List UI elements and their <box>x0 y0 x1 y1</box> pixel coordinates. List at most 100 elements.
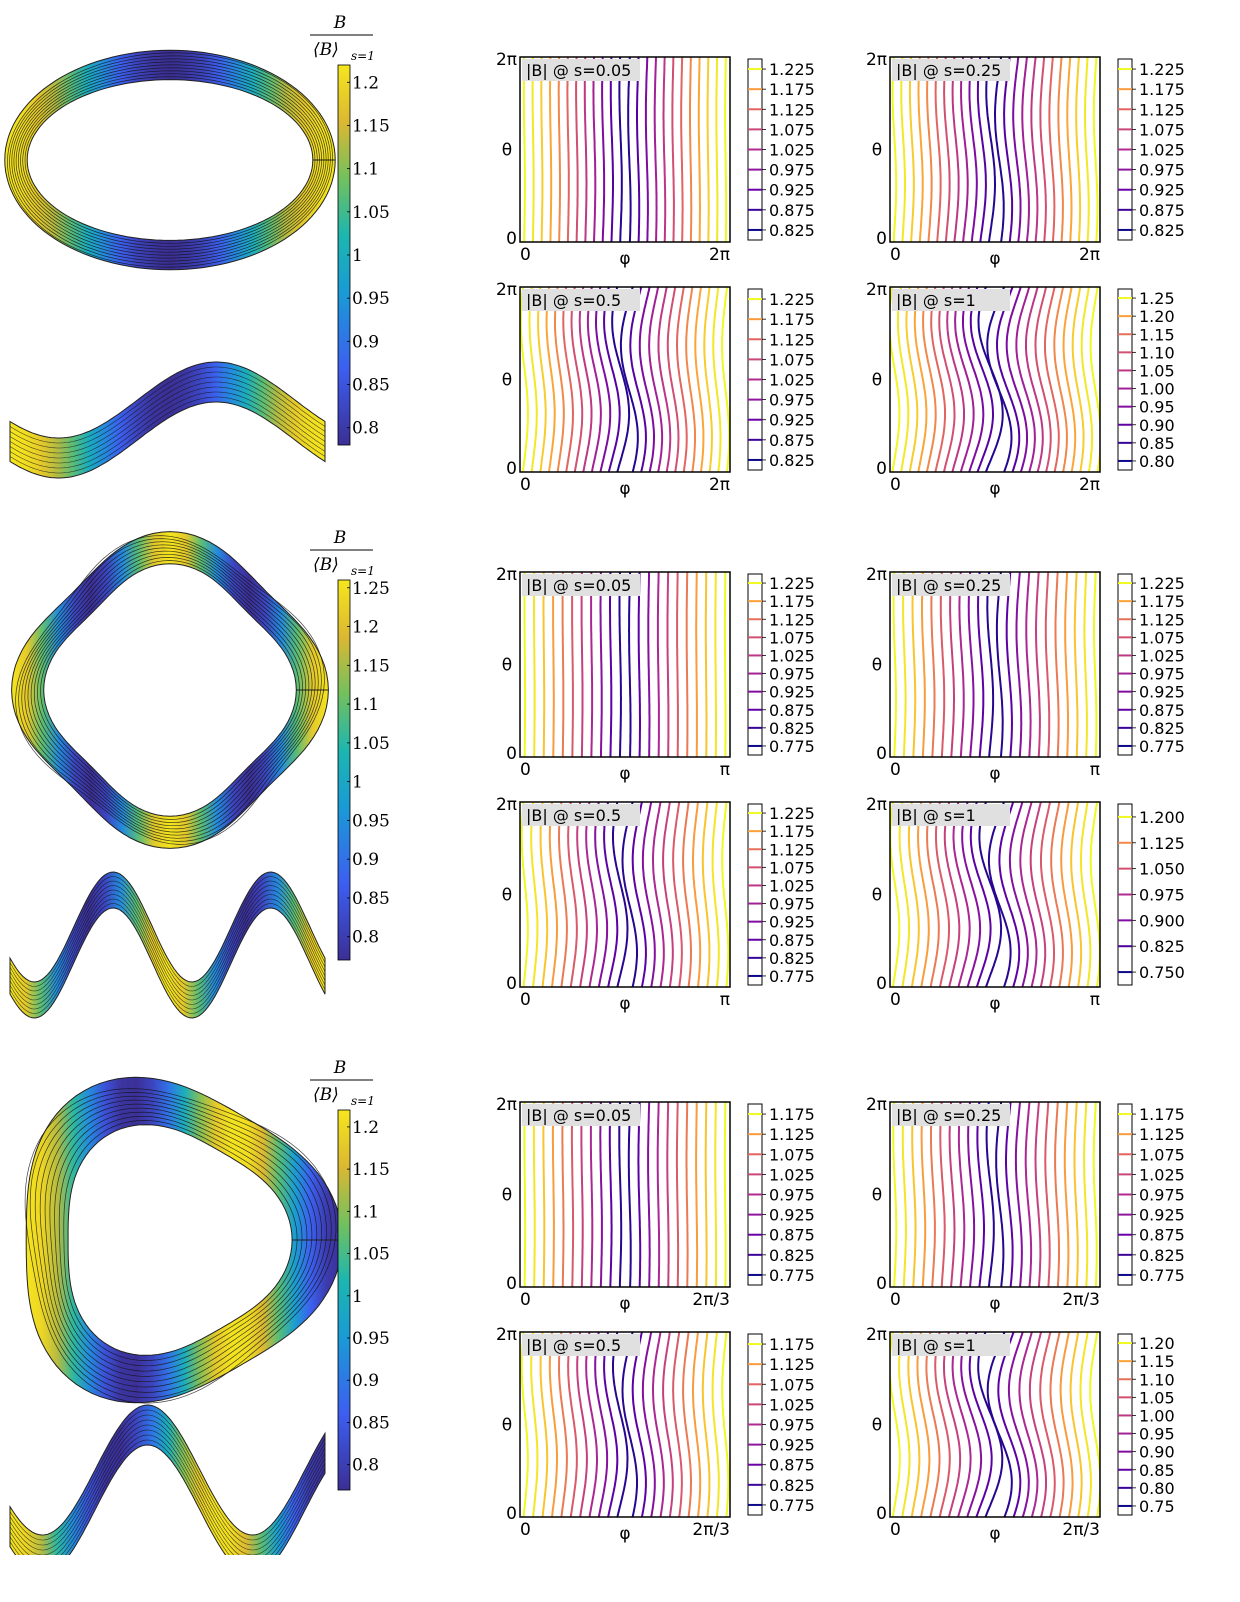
colorbar-tick-label: 1.05 <box>352 1245 390 1265</box>
contour-line <box>701 802 711 987</box>
contour-line <box>666 1102 670 1287</box>
legend-level-label: 1.025 <box>1139 646 1185 665</box>
x-axis-label: φ <box>619 1294 630 1314</box>
panel-title-box <box>892 804 1010 826</box>
legend-level-label: 1.175 <box>769 592 815 611</box>
contour-line <box>695 572 698 757</box>
colorbar-tick-label: 1.1 <box>352 160 379 180</box>
contour-line <box>922 287 937 472</box>
contour-line <box>637 1102 642 1287</box>
legend-level-label: 1.00 <box>1139 1406 1175 1425</box>
contour-line <box>567 802 578 987</box>
x-axis-label: φ <box>619 1524 630 1544</box>
legend-level-label: 1.050 <box>1139 860 1185 879</box>
contour-line <box>603 287 621 472</box>
panel-title: |B| @ s=1 <box>896 806 976 825</box>
contour-line <box>998 802 1021 987</box>
x-axis-label: φ <box>619 994 630 1014</box>
legend-level-label: 1.225 <box>769 574 815 593</box>
colorbar-tick-label: 1.15 <box>352 1160 390 1180</box>
x-axis-label: φ <box>989 994 1000 1014</box>
contour-line <box>987 802 1012 987</box>
contour-line <box>641 1332 656 1517</box>
contour-panel: |B| @ s=0.25 2π 0 θ 0 2π/3 φ 1.1751.1251.0751.0… <box>866 1095 1185 1314</box>
field-line <box>34 1095 327 1393</box>
contour-line <box>951 57 960 242</box>
contour-line <box>648 287 664 472</box>
contour-line <box>996 287 1021 472</box>
colorbar-tick-label: 1.15 <box>352 116 390 136</box>
legend-level-label: 0.975 <box>769 391 815 410</box>
contour-line <box>595 287 612 472</box>
contour-line <box>1034 1102 1042 1287</box>
contour-line <box>558 1332 568 1517</box>
panel-title: |B| @ s=0.05 <box>526 576 631 595</box>
field-line <box>9 386 326 464</box>
contour-line <box>627 1102 632 1287</box>
contour-line <box>548 802 558 987</box>
contour-line <box>666 572 670 757</box>
legend-level-label: 1.025 <box>1139 1165 1185 1184</box>
legend-level-label: 1.125 <box>769 330 815 349</box>
colorbar-tick-label: 0.9 <box>352 850 379 870</box>
contour-panel: |B| @ s=0.5 2π 0 θ 0 2π/3 φ 1.1751.1251.0751.02… <box>496 1325 815 1544</box>
legend-level-label: 0.925 <box>769 411 815 430</box>
contour-line <box>948 1102 956 1287</box>
contour-line <box>1024 1102 1033 1287</box>
contour-line <box>531 57 535 242</box>
contour-line <box>672 802 683 987</box>
legend-level-label: 1.20 <box>1139 307 1175 326</box>
surface-side-view <box>9 871 326 1019</box>
contour-line <box>1025 572 1032 757</box>
legend-level-label: 1.075 <box>769 120 815 139</box>
x-tick-label: 0 <box>520 1520 531 1540</box>
x-tick-label: 0 <box>890 475 901 495</box>
x-tick-label: π <box>1090 990 1100 1010</box>
x-tick-label: 2π <box>1079 245 1100 265</box>
contour-line <box>530 802 539 987</box>
contour-line <box>545 287 556 472</box>
legend-level-label: 0.975 <box>769 1416 815 1435</box>
contour-line <box>978 802 1003 987</box>
contour-line <box>711 802 720 987</box>
x-tick-label: 0 <box>890 1290 901 1310</box>
panel-title: |B| @ s=1 <box>896 1336 976 1355</box>
legend-level-label: 0.775 <box>769 1496 815 1515</box>
legend-level-label: 1.025 <box>769 876 815 895</box>
legend-level-label: 1.175 <box>1139 592 1185 611</box>
contour-line <box>1057 57 1064 242</box>
contour-line <box>714 1102 718 1287</box>
field-line <box>11 58 329 262</box>
panel-title-box <box>892 1334 1010 1356</box>
contour-line <box>657 287 672 472</box>
contour-line <box>995 572 1004 757</box>
legend-level-label: 1.125 <box>1139 1125 1185 1144</box>
contour-line <box>1008 802 1029 987</box>
contour-line <box>1039 1332 1056 1517</box>
legend-level-label: 1.15 <box>1139 1352 1175 1371</box>
contour-line <box>1089 802 1100 987</box>
contour-line <box>892 572 897 757</box>
legend-level-label: 1.125 <box>769 100 815 119</box>
contour-line <box>1062 287 1077 472</box>
contour-line <box>907 802 920 987</box>
field-line <box>7 52 333 268</box>
contour-line <box>976 1102 985 1287</box>
contour-line <box>951 1332 972 1517</box>
field-line <box>9 1419 326 1551</box>
legend-level-label: 1.075 <box>769 1145 815 1164</box>
colorbar-tick-label: 0.85 <box>352 889 390 909</box>
surface-side-band <box>9 871 326 1019</box>
contour-line <box>637 572 641 757</box>
x-axis-label: φ <box>619 764 630 784</box>
legend-level-label: 1.175 <box>769 822 815 841</box>
legend-level-label: 0.875 <box>769 431 815 450</box>
legend-level-label: 0.875 <box>769 701 815 720</box>
field-line <box>9 381 326 459</box>
contour-line <box>570 1102 575 1287</box>
panel-title: |B| @ s=0.25 <box>896 61 1001 80</box>
panel-title-box <box>522 289 640 311</box>
x-axis-label: φ <box>989 1524 1000 1544</box>
x-tick-label: π <box>1090 760 1100 780</box>
contour-panel: |B| @ s=0.5 2π 0 θ 0 π φ 1.2251.1751.1251.0751.… <box>496 795 815 1014</box>
